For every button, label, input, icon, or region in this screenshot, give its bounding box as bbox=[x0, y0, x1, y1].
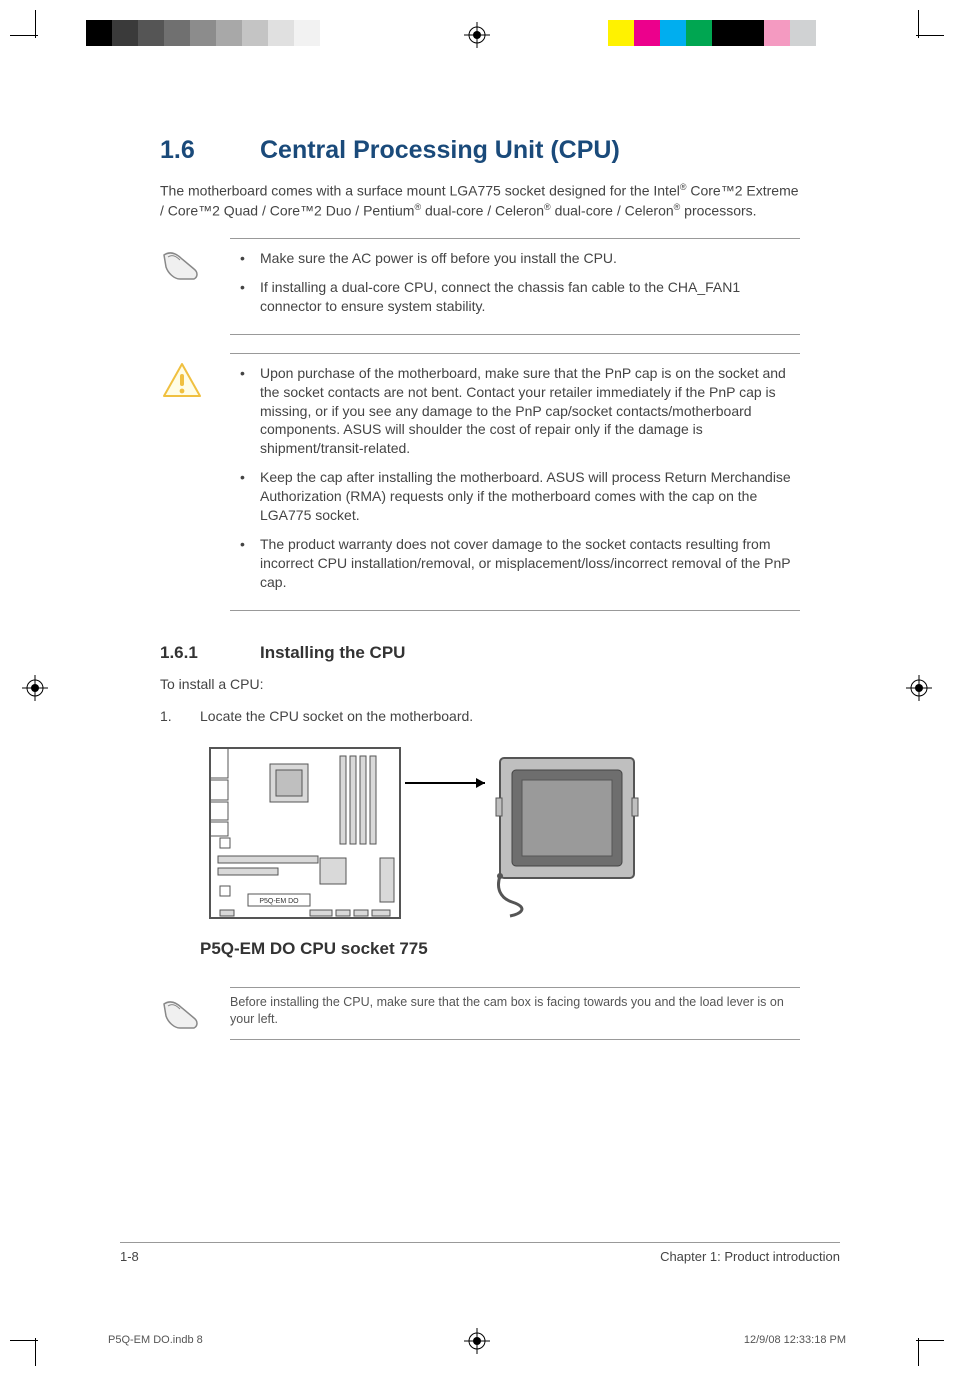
slug-datetime: 12/9/08 12:33:18 PM bbox=[744, 1334, 846, 1346]
slug-file: P5Q-EM DO.indb 8 bbox=[108, 1334, 203, 1346]
color-bar-right bbox=[608, 20, 868, 46]
note-text: Before installing the CPU, make sure tha… bbox=[230, 994, 796, 1028]
crop-mark bbox=[916, 35, 944, 36]
note-list: Make sure the AC power is off before you… bbox=[230, 249, 796, 316]
swatch bbox=[764, 20, 790, 46]
note-hand-icon bbox=[160, 1021, 204, 1038]
swatch bbox=[738, 20, 764, 46]
section-number: 1.6 bbox=[160, 136, 260, 165]
print-page: 1.6Central Processing Unit (CPU) The mot… bbox=[0, 0, 954, 1376]
divider bbox=[230, 610, 800, 611]
subsection-title: Installing the CPU bbox=[260, 643, 405, 662]
crop-mark bbox=[35, 10, 36, 38]
subsection-number: 1.6.1 bbox=[160, 643, 260, 663]
note-item: Make sure the AC power is off before you… bbox=[230, 249, 796, 268]
svg-text:P5Q-EM DO: P5Q-EM DO bbox=[259, 898, 299, 905]
subsection-heading: 1.6.1Installing the CPU bbox=[160, 643, 800, 663]
swatch bbox=[346, 20, 372, 46]
swatch bbox=[86, 20, 112, 46]
swatch bbox=[686, 20, 712, 46]
section-heading: 1.6Central Processing Unit (CPU) bbox=[160, 136, 800, 165]
swatch bbox=[816, 20, 842, 46]
lead-text: To install a CPU: bbox=[160, 675, 800, 694]
page-content: 1.6Central Processing Unit (CPU) The mot… bbox=[160, 136, 800, 1040]
note-item: If installing a dual-core CPU, connect t… bbox=[230, 278, 796, 316]
swatch bbox=[268, 20, 294, 46]
registration-mark-icon bbox=[906, 675, 932, 701]
color-bar-left bbox=[86, 20, 372, 46]
step-item: 1. Locate the CPU socket on the motherboa… bbox=[160, 707, 800, 726]
swatch bbox=[320, 20, 346, 46]
swatch bbox=[190, 20, 216, 46]
step-list: 1. Locate the CPU socket on the motherboa… bbox=[160, 707, 800, 726]
caution-list: Upon purchase of the motherboard, make s… bbox=[230, 364, 796, 592]
step-text: Locate the CPU socket on the motherboard… bbox=[200, 708, 473, 724]
caution-triangle-icon bbox=[160, 387, 204, 404]
page-number: 1-8 bbox=[120, 1249, 139, 1264]
swatch bbox=[660, 20, 686, 46]
intro-paragraph: The motherboard comes with a surface mou… bbox=[160, 181, 800, 220]
section-title: Central Processing Unit (CPU) bbox=[260, 136, 620, 164]
crop-mark bbox=[10, 35, 38, 36]
swatch bbox=[242, 20, 268, 46]
swatch bbox=[138, 20, 164, 46]
caution-item: The product warranty does not cover dama… bbox=[230, 535, 796, 592]
page-footer: 1-8 Chapter 1: Product introduction bbox=[120, 1242, 840, 1264]
step-number: 1. bbox=[160, 707, 172, 726]
swatch bbox=[164, 20, 190, 46]
swatch bbox=[790, 20, 816, 46]
diagram-caption: P5Q-EM DO CPU socket 775 bbox=[200, 939, 800, 959]
swatch bbox=[712, 20, 738, 46]
swatch bbox=[216, 20, 242, 46]
swatch bbox=[634, 20, 660, 46]
divider bbox=[120, 1242, 840, 1243]
note-hand-icon bbox=[160, 272, 204, 289]
swatch bbox=[608, 20, 634, 46]
registration-mark-icon bbox=[464, 22, 490, 48]
print-slug: P5Q-EM DO.indb 8 12/9/08 12:33:18 PM bbox=[0, 1334, 954, 1346]
caution-item: Keep the cap after installing the mother… bbox=[230, 468, 796, 525]
diagram: P5Q-EM DO bbox=[200, 738, 800, 933]
swatch bbox=[842, 20, 868, 46]
registration-mark-icon bbox=[22, 675, 48, 701]
swatch bbox=[294, 20, 320, 46]
caution-box: Upon purchase of the motherboard, make s… bbox=[160, 353, 800, 611]
note-box: Make sure the AC power is off before you… bbox=[160, 238, 800, 335]
crop-mark bbox=[918, 10, 919, 38]
note-box: Before installing the CPU, make sure tha… bbox=[160, 987, 800, 1040]
divider bbox=[230, 1039, 800, 1040]
swatch bbox=[112, 20, 138, 46]
caution-item: Upon purchase of the motherboard, make s… bbox=[230, 364, 796, 458]
divider bbox=[230, 334, 800, 335]
chapter-label: Chapter 1: Product introduction bbox=[660, 1249, 840, 1264]
